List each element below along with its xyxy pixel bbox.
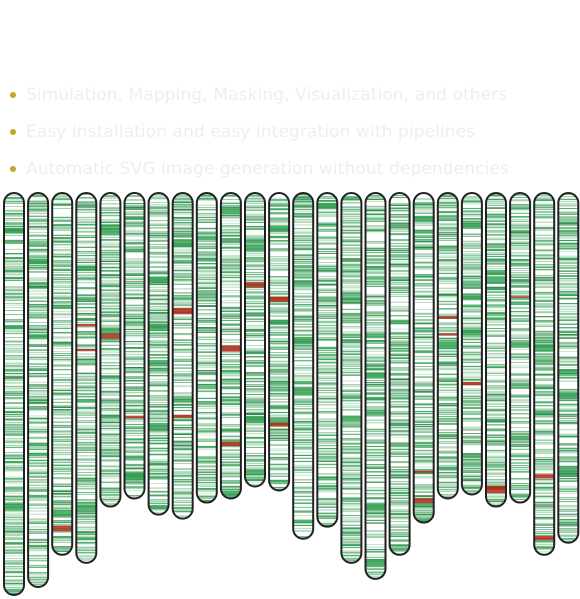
- chromosome: [75, 192, 98, 564]
- chromosome: [509, 192, 532, 504]
- chromosome: [51, 192, 74, 556]
- chromosome: [340, 192, 363, 564]
- feature-text: Easy installation and easy integration w…: [26, 121, 476, 142]
- chromosome: [3, 192, 25, 596]
- feature-text: Automatic SVG image generation without d…: [26, 158, 509, 179]
- bullet-icon: [10, 92, 16, 98]
- chromosome: [292, 192, 315, 540]
- chromosome: [147, 192, 170, 516]
- feature-item-2: Easy installation and easy integration w…: [10, 113, 509, 150]
- chromosome: [244, 192, 266, 488]
- feature-list: Simulation, Mapping, Masking, Visualizat…: [10, 76, 509, 187]
- chromosome: [171, 192, 194, 520]
- feature-item-3: Automatic SVG image generation without d…: [10, 150, 509, 187]
- chromosome: [412, 192, 435, 524]
- chromosome: [436, 192, 459, 500]
- chromosome: [557, 192, 580, 544]
- chromosome: [485, 192, 507, 508]
- chromosome: [268, 192, 291, 492]
- bullet-icon: [10, 129, 16, 135]
- feature-text: Simulation, Mapping, Masking, Visualizat…: [26, 84, 508, 105]
- feature-item-1: Simulation, Mapping, Masking, Visualizat…: [10, 76, 509, 113]
- chromosome: [219, 192, 242, 500]
- chromosome: [195, 192, 218, 504]
- chromosome: [460, 192, 483, 496]
- chromosome: [533, 192, 556, 556]
- chromosome: [364, 192, 387, 580]
- chromosome: [27, 192, 50, 588]
- chromosome: [123, 192, 146, 500]
- chromosome: [388, 192, 411, 556]
- chromosome: [99, 192, 122, 508]
- bullet-icon: [10, 166, 16, 172]
- chromosome: [316, 192, 339, 528]
